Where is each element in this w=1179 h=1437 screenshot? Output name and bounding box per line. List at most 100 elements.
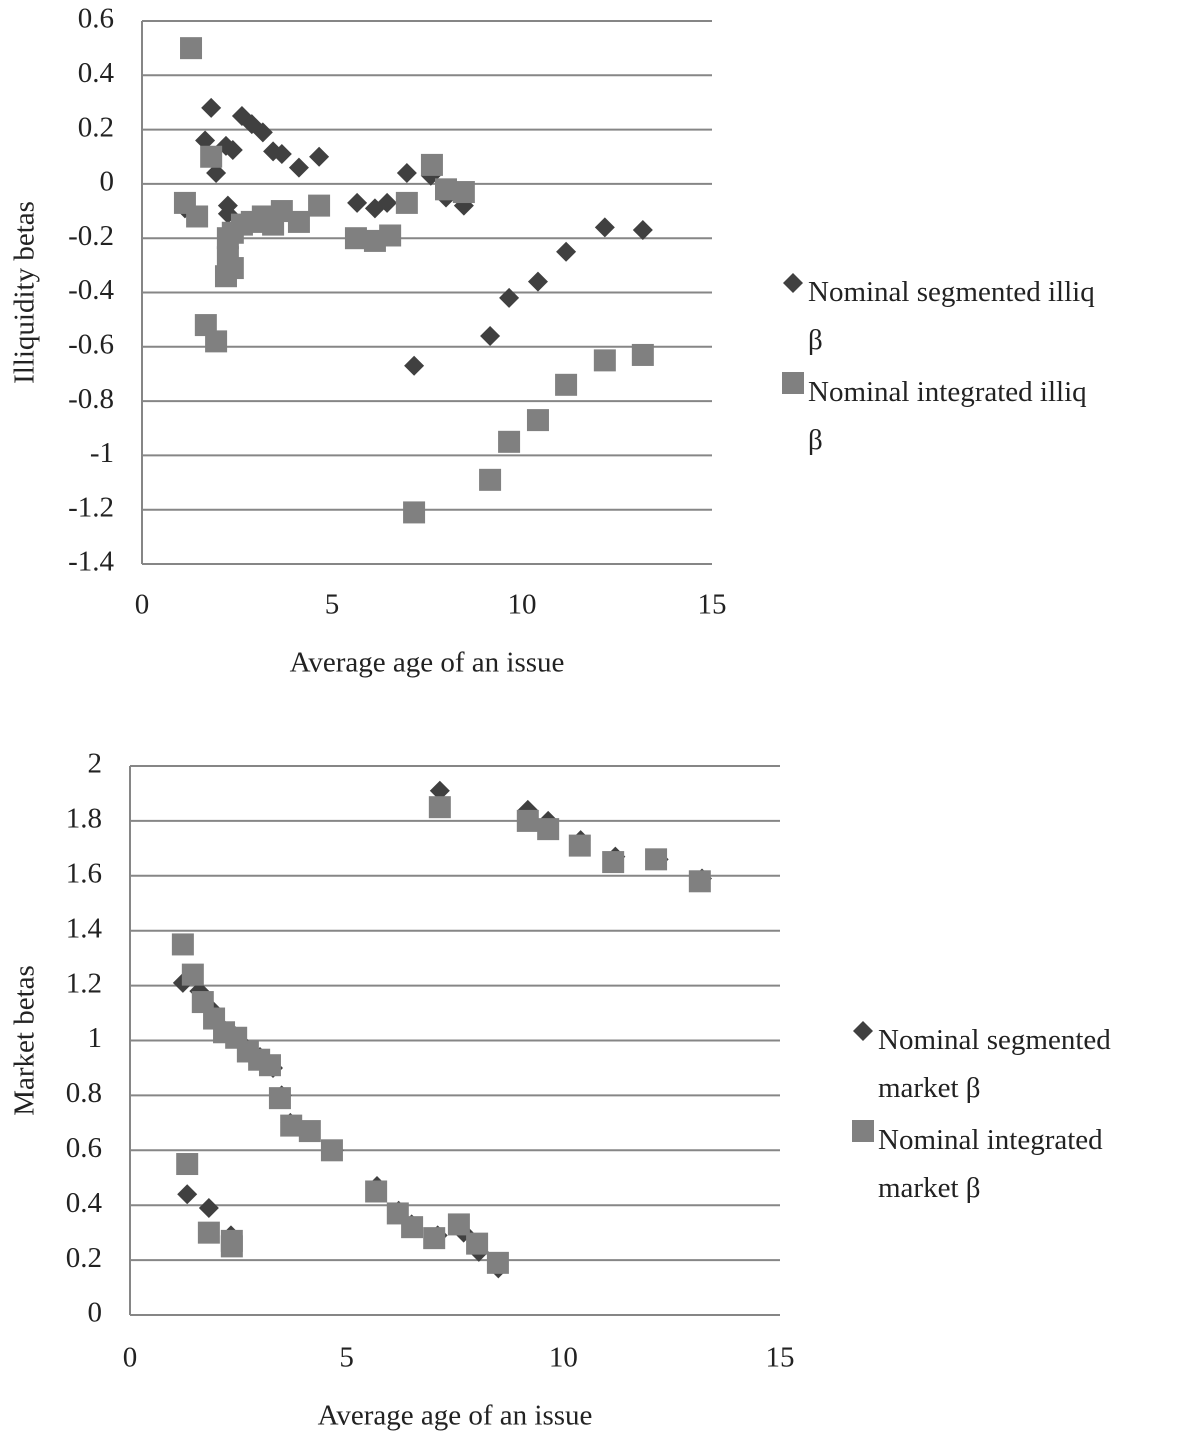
square-point <box>395 191 418 214</box>
square-point <box>498 430 521 453</box>
square-point <box>568 834 591 857</box>
legend-label: Nominal segmented illiq β <box>808 276 1095 356</box>
legend-marker <box>853 1021 873 1041</box>
diamond-point <box>271 144 292 165</box>
legend-entry: Nominal integrated illiq β <box>780 368 1108 464</box>
y-tick-label: 1.6 <box>66 857 102 889</box>
square-point <box>205 330 228 353</box>
y-tick-label: 0 <box>88 1297 103 1329</box>
x-axis-title: Average age of an issue <box>290 647 565 679</box>
square-point <box>308 194 331 217</box>
y-tick-label: -1.4 <box>68 546 114 578</box>
x-tick-label: 15 <box>766 1342 795 1374</box>
square-point <box>602 851 625 874</box>
y-tick-label: 0.8 <box>66 1077 102 1109</box>
square-point <box>176 1153 199 1176</box>
square-point <box>555 373 578 396</box>
y-tick-label: 0.4 <box>66 1187 103 1219</box>
x-tick-label: 10 <box>508 589 537 621</box>
square-point <box>181 963 204 986</box>
square-point <box>526 409 549 432</box>
square-point <box>258 1054 281 1077</box>
x-axis-title: Average age of an issue <box>318 1400 593 1432</box>
legend-entry: Nominal integrated market β <box>850 1116 1168 1212</box>
square-point <box>447 1213 470 1236</box>
square-point <box>401 1216 424 1239</box>
legend-marker <box>783 273 803 293</box>
diamond-point <box>309 146 330 167</box>
square-point <box>320 1139 343 1162</box>
y-tick-label: 0.6 <box>66 1132 102 1164</box>
square-point <box>593 349 616 372</box>
x-tick-label: 15 <box>698 589 727 621</box>
square-point <box>268 1087 291 1110</box>
square-point <box>631 343 654 366</box>
y-tick-label: -0.4 <box>68 274 114 306</box>
square-point <box>537 818 560 841</box>
square-point <box>486 1251 509 1274</box>
legend-label: Nominal segmented market β <box>878 1024 1111 1104</box>
diamond-point <box>198 1197 219 1218</box>
square-point <box>420 153 443 176</box>
legend: Nominal segmented market β Nominal integr… <box>850 1016 1168 1212</box>
square-point <box>852 1120 874 1142</box>
legend-marker <box>852 1120 874 1142</box>
x-tick-label: 0 <box>123 1342 138 1374</box>
square-point <box>171 933 194 956</box>
diamond-point <box>404 355 425 376</box>
diamond-point <box>377 192 398 213</box>
legend-label: Nominal integrated illiq β <box>808 376 1087 456</box>
square-point <box>479 468 502 491</box>
square-point <box>428 796 451 819</box>
square-point <box>435 178 457 201</box>
diamond-point <box>783 273 803 293</box>
square-point <box>452 181 475 204</box>
legend-entry: Nominal segmented illiq β <box>780 268 1108 364</box>
square-point <box>423 1227 446 1250</box>
square-point <box>197 1221 220 1244</box>
diamond-point <box>632 220 653 241</box>
square-point <box>466 1232 489 1255</box>
square-point <box>220 1229 243 1252</box>
y-tick-label: -0.2 <box>68 220 114 252</box>
diamond-point <box>177 1184 198 1205</box>
x-tick-label: 10 <box>549 1342 578 1374</box>
y-tick-label: 0.6 <box>78 3 114 35</box>
square-point <box>200 145 223 168</box>
diamond-point <box>527 271 548 292</box>
x-tick-label: 5 <box>339 1342 354 1374</box>
square-point <box>180 37 203 60</box>
diamond-point <box>252 122 273 143</box>
diamond-point <box>206 163 227 184</box>
legend: Nominal segmented illiq β Nominal integra… <box>780 268 1108 464</box>
diamond-point <box>396 163 417 184</box>
diamond-point <box>594 217 615 238</box>
y-tick-label: 1.2 <box>66 967 102 999</box>
y-tick-label: 0.2 <box>78 111 114 143</box>
y-tick-label: -0.6 <box>68 328 114 360</box>
square-point <box>186 205 209 228</box>
square-point <box>782 372 804 394</box>
diamond-point <box>222 139 243 160</box>
square-point <box>645 848 668 871</box>
y-tick-label: 1.4 <box>66 912 103 944</box>
y-tick-label: 1 <box>88 1022 103 1054</box>
y-tick-label: 0 <box>100 166 115 198</box>
diamond-point <box>480 325 501 346</box>
square-point <box>287 210 310 233</box>
square-point <box>516 809 539 832</box>
diamond-point <box>347 192 368 213</box>
diamond-point <box>556 241 577 262</box>
square-point <box>365 1180 388 1203</box>
legend-label: Nominal integrated market β <box>878 1124 1103 1204</box>
y-tick-label: -0.8 <box>68 383 114 415</box>
y-tick-label: 0.4 <box>78 57 115 89</box>
y-tick-label: 1.8 <box>66 803 102 835</box>
diamond-point <box>201 97 222 118</box>
x-tick-label: 5 <box>325 589 340 621</box>
square-point <box>270 200 293 223</box>
square-point <box>298 1120 321 1143</box>
diamond-point <box>429 780 450 801</box>
